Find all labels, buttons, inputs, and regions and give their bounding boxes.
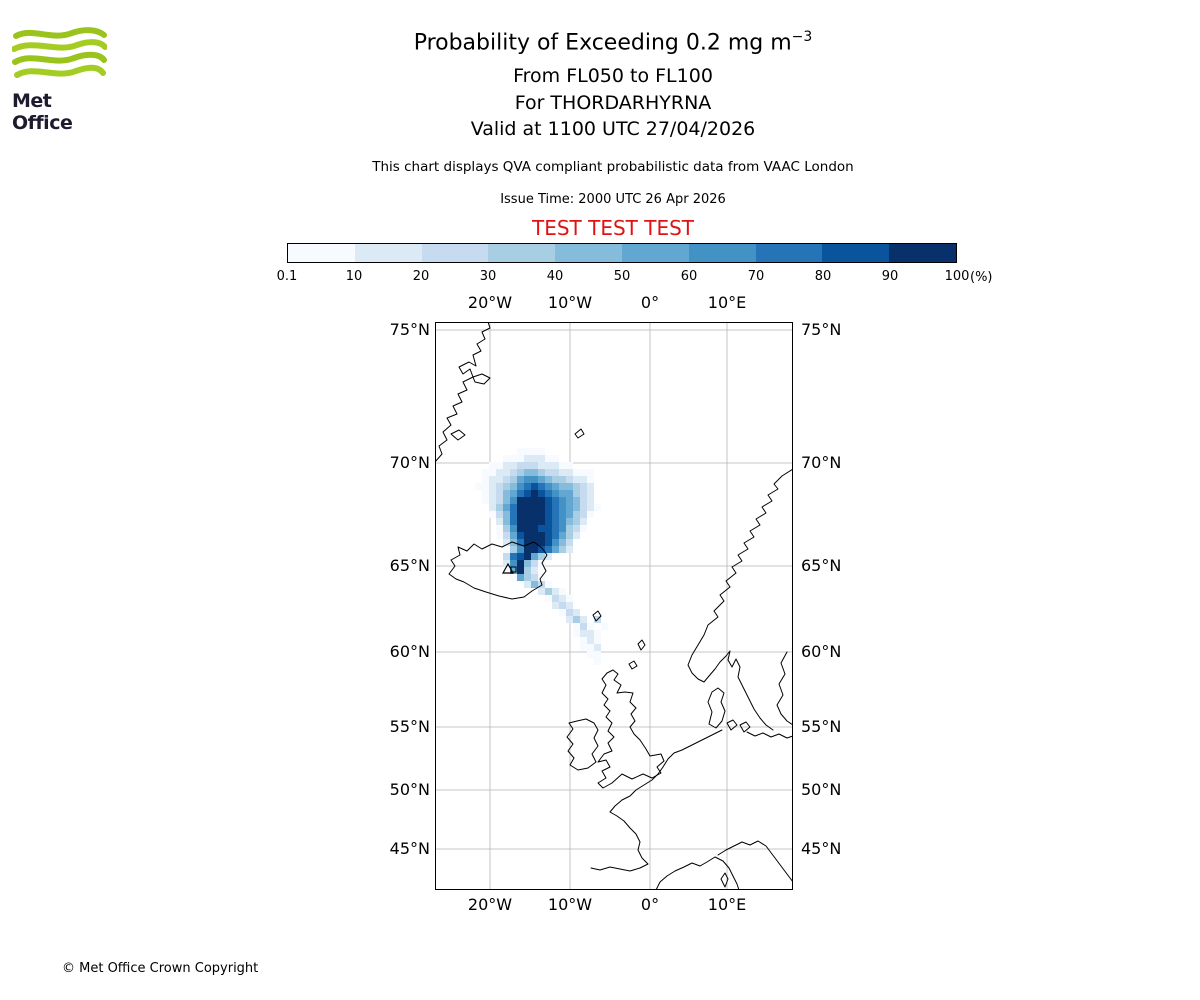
- lat-label-left: 65°N: [389, 556, 430, 575]
- colorbar-tick: 20: [412, 269, 430, 284]
- colorbar-tick: 60: [680, 269, 698, 284]
- colorbar: [287, 243, 957, 263]
- met-office-logo: Met Office: [11, 26, 112, 134]
- colorbar-tick: 30: [479, 269, 497, 284]
- lon-label-top: 10°E: [707, 293, 747, 312]
- lon-label-bottom: 10°W: [547, 895, 593, 914]
- compliance-note: This chart displays QVA compliant probab…: [372, 159, 854, 175]
- map-border: [435, 322, 793, 890]
- lat-label-left: 70°N: [389, 453, 430, 472]
- colorbar-ticks: 0.1 10 20 30 40 50 60 70 80 90 100: [277, 269, 970, 285]
- colorbar-tick: 90: [881, 269, 899, 284]
- volcano-marker: [501, 562, 517, 574]
- colorbar-tick: 70: [747, 269, 765, 284]
- lon-label-bottom: 0°: [640, 895, 660, 914]
- met-office-logo-text: Met Office: [12, 90, 73, 134]
- lat-label-right: 50°N: [801, 780, 842, 799]
- colorbar-segment: [755, 244, 823, 262]
- page-title-superscript: −3: [791, 29, 813, 45]
- colorbar-segment: [354, 244, 422, 262]
- lat-label-left: 50°N: [389, 780, 430, 799]
- lat-label-right: 45°N: [801, 839, 842, 858]
- colorbar-segment: [488, 244, 556, 262]
- lon-label-top: 10°W: [547, 293, 593, 312]
- graticule: [435, 322, 793, 890]
- colorbar-segment: [288, 244, 355, 262]
- colorbar-unit-label: (%): [970, 270, 993, 285]
- lon-label-top: 0°: [640, 293, 660, 312]
- lon-label-bottom: 20°W: [467, 895, 513, 914]
- map: [434, 321, 794, 891]
- lat-label-right: 70°N: [801, 453, 842, 472]
- coastlines: [434, 321, 794, 891]
- lat-label-left: 55°N: [389, 717, 430, 736]
- issue-time: Issue Time: 2000 UTC 26 Apr 2026: [500, 192, 726, 207]
- lat-label-right: 65°N: [801, 556, 842, 575]
- page-title-text: Probability of Exceeding 0.2 mg m: [413, 30, 792, 56]
- probability-plume: [475, 448, 608, 665]
- colorbar-tick: 80: [814, 269, 832, 284]
- colorbar-segment: [688, 244, 756, 262]
- met-office-waves-icon: [11, 27, 108, 88]
- lat-label-right: 55°N: [801, 717, 842, 736]
- lat-label-right: 75°N: [801, 320, 842, 339]
- test-banner: TEST TEST TEST: [531, 216, 694, 240]
- colorbar-segment: [822, 244, 890, 262]
- colorbar-tick: 10: [345, 269, 363, 284]
- subtitle-flight-levels: From FL050 to FL100: [513, 65, 713, 87]
- lat-label-left: 45°N: [389, 839, 430, 858]
- colorbar-tick: 40: [546, 269, 564, 284]
- colorbar-tick: 0.1: [276, 269, 298, 284]
- lon-label-top: 20°W: [467, 293, 513, 312]
- colorbar-segment: [889, 244, 956, 262]
- lon-label-bottom: 10°E: [707, 895, 747, 914]
- colorbar-segment: [621, 244, 689, 262]
- copyright-notice: © Met Office Crown Copyright: [62, 961, 259, 976]
- lat-label-right: 60°N: [801, 642, 842, 661]
- colorbar-tick: 50: [613, 269, 631, 284]
- subtitle-volcano: For THORDARHYRNA: [514, 92, 712, 114]
- colorbar-segment: [421, 244, 489, 262]
- colorbar-tick: 100: [944, 269, 970, 284]
- subtitle-valid-time: Valid at 1100 UTC 27/04/2026: [470, 118, 756, 140]
- colorbar-segment: [555, 244, 622, 262]
- lat-label-left: 75°N: [389, 320, 430, 339]
- map-svg: [434, 321, 794, 891]
- page-title: Probability of Exceeding 0.2 mg m−3: [26, 29, 1200, 55]
- lat-label-left: 60°N: [389, 642, 430, 661]
